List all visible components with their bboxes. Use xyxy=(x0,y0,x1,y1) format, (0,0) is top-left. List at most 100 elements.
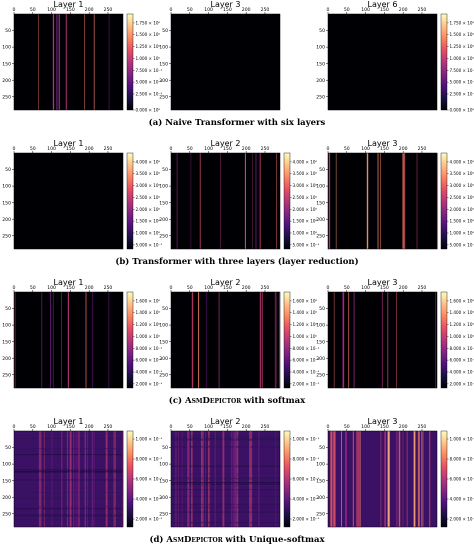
panel-title: Layer 1 xyxy=(54,139,84,148)
heatmap-panel xyxy=(13,430,124,528)
x-tick-label: 50 xyxy=(30,424,36,430)
panel-title: Layer 1 xyxy=(54,278,84,287)
x-tick-label: 150 xyxy=(66,146,75,152)
caption-text: with softmax xyxy=(243,396,306,406)
heatmap-panel xyxy=(13,291,124,389)
x-tick-label: 250 xyxy=(104,146,113,152)
colorbar xyxy=(440,152,448,250)
colorbar-tick-label: 1.000 × 10⁻¹ xyxy=(450,437,474,442)
colorbar-tick-label: 1.250 × 10⁰ xyxy=(450,44,474,49)
x-tick-label: 250 xyxy=(418,285,427,291)
y-tick-label: 100 xyxy=(316,462,325,468)
caption-prefix: (d) xyxy=(149,535,167,545)
colorbar xyxy=(126,430,134,528)
y-tick-label: 50 xyxy=(319,445,325,451)
colorbar-tick-label: 2.000 × 10⁰ xyxy=(136,207,161,212)
y-tick-label: 250 xyxy=(159,94,168,100)
y-tick-label: 150 xyxy=(316,200,325,206)
y-tick-label: 100 xyxy=(2,184,11,190)
colorbar-tick-label: 3.000 × 10⁰ xyxy=(136,183,161,188)
y-tick-label: 50 xyxy=(5,445,11,451)
y-tick-label: 100 xyxy=(2,462,11,468)
colorbar-tick-label: 7.500 × 10⁻¹ xyxy=(450,68,474,73)
panel-title: Layer 6 xyxy=(368,0,398,9)
y-tick-label: 100 xyxy=(2,323,11,329)
x-tick-label: 150 xyxy=(380,424,389,430)
panel-title: Layer 2 xyxy=(211,139,241,148)
colorbar-tick-label: 0.000 × 10⁰ xyxy=(136,108,161,113)
colorbar-tick-label: 1.000 × 10⁰ xyxy=(450,56,474,61)
x-tick-label: 100 xyxy=(47,7,56,13)
x-tick-label: 200 xyxy=(399,7,408,13)
colorbar-tick-label: 1.000 × 10⁰ xyxy=(450,231,474,236)
colorbar-tick-label: 1.600 × 10⁰ xyxy=(136,298,161,303)
colorbar xyxy=(126,152,134,250)
colorbar-tick-label: 1.250 × 10⁰ xyxy=(136,44,161,49)
colorbar-tick-label: 1.400 × 10⁰ xyxy=(293,310,318,315)
x-tick-label: 200 xyxy=(399,146,408,152)
colorbar-tick-label: 2.000 × 10⁻¹ xyxy=(293,517,320,522)
x-tick-label: 100 xyxy=(204,146,213,152)
x-tick-label: 250 xyxy=(104,285,113,291)
panel-title: Layer 1 xyxy=(54,417,84,426)
x-tick-label: 150 xyxy=(66,285,75,291)
x-tick-label: 50 xyxy=(30,146,36,152)
y-tick-label: 150 xyxy=(159,478,168,484)
y-tick-label: 150 xyxy=(2,339,11,345)
colorbar xyxy=(283,291,291,389)
x-tick-label: 100 xyxy=(361,146,370,152)
caption-text: Transformer with three layers (layer red… xyxy=(132,257,359,267)
x-tick-label: 200 xyxy=(242,146,251,152)
y-tick-label: 100 xyxy=(316,45,325,51)
x-tick-label: 50 xyxy=(187,146,193,152)
y-tick-label: 250 xyxy=(2,372,11,378)
colorbar-tick-label: 4.000 × 10⁻¹ xyxy=(293,370,320,375)
y-tick-label: 200 xyxy=(159,356,168,362)
x-tick-label: 200 xyxy=(85,424,94,430)
y-tick-label: 100 xyxy=(159,462,168,468)
colorbar-tick-label: 8.000 × 10⁻¹ xyxy=(136,346,163,351)
y-tick-label: 200 xyxy=(2,217,11,223)
x-tick-label: 0 xyxy=(170,285,173,291)
colorbar-tick-label: 1.200 × 10⁰ xyxy=(450,322,474,327)
colorbar-tick-label: 3.000 × 10⁰ xyxy=(293,183,318,188)
y-tick-label: 200 xyxy=(2,495,11,501)
heatmap-panel xyxy=(13,13,124,111)
colorbar-tick-label: 6.000 × 10⁻¹ xyxy=(293,358,320,363)
y-tick-label: 200 xyxy=(159,217,168,223)
colorbar-tick-label: 1.400 × 10⁰ xyxy=(136,310,161,315)
x-tick-label: 200 xyxy=(242,7,251,13)
heatmap-panel xyxy=(327,152,439,250)
panel-title: Layer 2 xyxy=(211,278,241,287)
colorbar-tick-label: 2.500 × 10⁰ xyxy=(450,195,474,200)
x-tick-label: 0 xyxy=(170,7,173,13)
x-tick-label: 50 xyxy=(187,424,193,430)
colorbar-tick-label: 1.200 × 10⁰ xyxy=(136,322,161,327)
y-tick-label: 100 xyxy=(316,184,325,190)
y-tick-label: 250 xyxy=(2,94,11,100)
colorbar-tick-label: 4.000 × 10⁰ xyxy=(293,159,318,164)
x-tick-label: 150 xyxy=(380,7,389,13)
x-tick-label: 100 xyxy=(204,424,213,430)
y-tick-label: 150 xyxy=(2,200,11,206)
panel-title: Layer 3 xyxy=(211,0,241,9)
colorbar xyxy=(440,430,448,528)
colorbar-tick-label: 3.500 × 10⁰ xyxy=(293,171,318,176)
colorbar-tick-label: 2.000 × 10⁻² xyxy=(450,517,474,522)
colorbar-tick-label: 1.000 × 10⁻¹ xyxy=(136,437,163,442)
heatmap-panel xyxy=(170,152,281,250)
colorbar-tick-label: 1.000 × 10⁰ xyxy=(450,334,474,339)
y-tick-label: 150 xyxy=(316,61,325,67)
x-tick-label: 150 xyxy=(380,146,389,152)
x-tick-label: 50 xyxy=(30,7,36,13)
x-tick-label: 250 xyxy=(261,7,270,13)
colorbar-tick-label: 4.000 × 10⁻¹ xyxy=(293,497,320,502)
colorbar-tick-label: 8.000 × 10⁻¹ xyxy=(293,346,320,351)
heatmap-image xyxy=(14,153,123,249)
x-tick-label: 200 xyxy=(85,7,94,13)
x-tick-label: 250 xyxy=(104,7,113,13)
panel-title: Layer 3 xyxy=(368,417,398,426)
x-tick-label: 250 xyxy=(104,424,113,430)
x-tick-label: 200 xyxy=(242,285,251,291)
y-tick-label: 200 xyxy=(2,78,11,84)
